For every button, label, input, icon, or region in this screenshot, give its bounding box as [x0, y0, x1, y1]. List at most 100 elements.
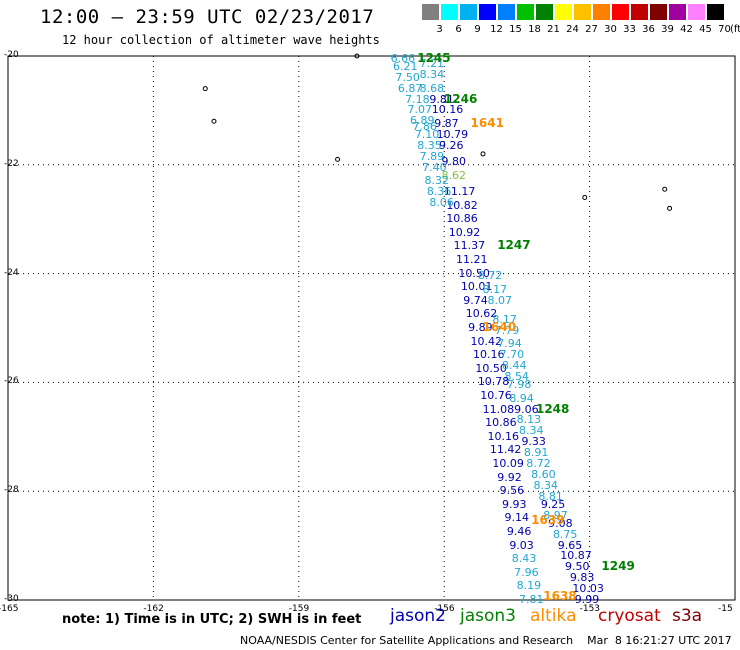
wave-height-value: 9.56	[499, 484, 525, 498]
wave-height-value: 10.92	[448, 225, 481, 239]
wave-height-value: 10.86	[485, 416, 517, 430]
scale-label: 12	[490, 24, 503, 35]
wave-height-value: 7.21	[419, 57, 445, 71]
longitude-tick-label: -165	[0, 604, 19, 614]
wave-height-value: 10.16	[487, 429, 520, 443]
wave-height-value: 9.87	[434, 117, 459, 130]
wave-height-value: 8.06	[429, 195, 454, 209]
wave-height-value: 8.17	[492, 312, 517, 326]
wave-height-value: 9.06	[514, 402, 539, 416]
scale-swatch	[631, 4, 648, 20]
island-outline	[335, 156, 341, 162]
wave-height-value: 9.50	[565, 560, 590, 574]
wave-height-value: 11.37	[453, 239, 486, 253]
wave-height-value: 8.54	[504, 369, 529, 383]
wave-height-value: 10.87	[560, 549, 592, 563]
wave-height-value: 8.32	[424, 174, 450, 188]
wave-height-value: 8.60	[531, 467, 556, 481]
wave-height-value: 6.89	[409, 114, 435, 128]
scale-swatch	[612, 4, 629, 20]
wave-height-value: 8.07	[487, 293, 513, 307]
scale-swatch	[669, 4, 686, 20]
scale-label: 42	[680, 24, 693, 35]
wave-height-value: 9.81	[429, 92, 454, 106]
latitude-tick-label: -24	[4, 267, 19, 278]
wave-height-value: 10.62	[465, 307, 498, 321]
island-outline	[354, 53, 360, 59]
scale-swatch	[479, 4, 496, 20]
scale-swatch	[517, 4, 534, 20]
island-outline	[211, 118, 217, 124]
pass-time-label: 1638	[543, 589, 577, 604]
scale-label: 39	[661, 24, 674, 35]
wave-height-value: 7.79	[494, 323, 520, 337]
pass-time-label: 1246	[443, 91, 478, 106]
wave-height-value: 7.70	[499, 348, 525, 362]
wave-height-value: 8.13	[516, 413, 542, 427]
wave-height-value: 11.17	[443, 185, 476, 198]
wave-height-value: 7.94	[497, 337, 522, 351]
wave-height-value: 8.34	[419, 68, 445, 82]
map-subtitle: 12 hour collection of altimeter wave hei…	[62, 33, 380, 47]
pass-time-label: 1641	[470, 116, 504, 130]
scale-label: 27	[585, 24, 598, 35]
scale-label: 9	[474, 24, 481, 35]
pass-time-label: 1247	[497, 238, 531, 253]
wave-height-value: 9.03	[509, 538, 534, 552]
pass-time-label: 1249	[601, 559, 635, 574]
wave-height-value: 11.08	[482, 402, 515, 416]
wave-height-value: 9.33	[521, 435, 546, 449]
wave-height-value: 9.93	[502, 497, 527, 511]
wave-height-value: 7.07	[407, 103, 433, 117]
scale-swatch	[498, 4, 515, 20]
scale-label: 6	[455, 24, 462, 35]
wave-height-value: 10.86	[446, 212, 478, 226]
scale-label: 30	[604, 24, 617, 35]
wave-height-value: 7.86	[412, 119, 437, 133]
wave-height-value: 6.87	[397, 81, 423, 95]
wave-height-value: 10.79	[436, 127, 469, 141]
longitude-tick-label: -159	[288, 604, 310, 614]
wave-height-value: 8.72	[477, 269, 503, 283]
wave-height-value: 7.18	[405, 92, 430, 106]
latitude-tick-label: -20	[4, 50, 19, 60]
wave-height-value: 8.35	[417, 138, 442, 152]
scale-unit: (ft)	[730, 24, 740, 35]
scale-label: 24	[566, 24, 579, 35]
scale-label: 3	[436, 24, 443, 35]
scale-label: 36	[642, 24, 655, 35]
wave-height-value: 7.81	[519, 593, 544, 606]
wave-height-value: 8.62	[441, 168, 466, 182]
scale-swatch	[688, 4, 705, 20]
scale-swatch	[574, 4, 591, 20]
island-outline	[480, 151, 486, 157]
island-outline	[202, 86, 208, 92]
pass-time-label: 1639	[531, 513, 565, 528]
scale-label: 21	[547, 24, 560, 35]
satellite-legend-s3a: s3a	[672, 606, 703, 626]
wave-height-value: 9.26	[439, 138, 464, 152]
scale-label: 18	[528, 24, 541, 35]
longitude-tick-label: -153	[579, 604, 601, 614]
satellite-legend-cryosat: cryosat	[598, 606, 661, 626]
wave-height-value: 8.97	[543, 508, 568, 522]
longitude-tick-label: -162	[143, 604, 164, 614]
wave-height-value: 9.65	[557, 538, 583, 552]
scale-swatch	[650, 4, 667, 20]
wave-height-value: 11.21	[456, 253, 488, 266]
satellite-legend-jason3: jason3	[460, 606, 516, 626]
wave-height-value: 7.50	[395, 70, 420, 84]
scale-swatch	[422, 4, 439, 20]
pass-time-label: 1640	[482, 320, 517, 334]
map-title: 12:00 — 23:59 UTC 02/23/2017	[40, 6, 375, 28]
wave-height-value: 8.81	[538, 489, 563, 503]
wave-height-value: 9.25	[540, 497, 566, 511]
wave-height-value: 8.91	[523, 446, 549, 460]
wave-height-value: 10.16	[431, 103, 464, 117]
scale-swatch	[441, 4, 458, 20]
scale-swatch	[460, 4, 477, 20]
wave-height-value: 6.66	[390, 51, 416, 65]
scale-label: 45	[699, 24, 712, 35]
longitude-tick-label: -15	[718, 604, 733, 614]
wave-height-value: 9.80	[441, 155, 466, 169]
